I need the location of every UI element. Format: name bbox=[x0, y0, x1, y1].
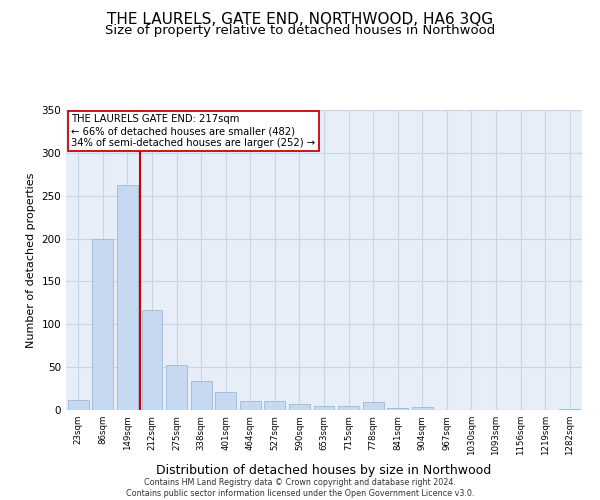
Bar bbox=[387, 408, 408, 410]
Text: THE LAURELS, GATE END, NORTHWOOD, HA6 3QG: THE LAURELS, GATE END, NORTHWOOD, HA6 3Q… bbox=[107, 12, 493, 28]
Bar bbox=[362, 402, 383, 410]
Text: Size of property relative to detached houses in Northwood: Size of property relative to detached ho… bbox=[105, 24, 495, 37]
Bar bbox=[314, 406, 334, 410]
Bar bbox=[215, 392, 236, 410]
Text: THE LAURELS GATE END: 217sqm
← 66% of detached houses are smaller (482)
34% of s: THE LAURELS GATE END: 217sqm ← 66% of de… bbox=[71, 114, 315, 148]
Bar bbox=[68, 400, 89, 410]
Bar bbox=[117, 186, 138, 410]
Bar bbox=[289, 404, 310, 410]
Bar bbox=[338, 406, 359, 410]
Bar bbox=[240, 402, 261, 410]
Text: Contains HM Land Registry data © Crown copyright and database right 2024.
Contai: Contains HM Land Registry data © Crown c… bbox=[126, 478, 474, 498]
Bar bbox=[412, 406, 433, 410]
Bar bbox=[166, 364, 187, 410]
Bar bbox=[92, 238, 113, 410]
X-axis label: Distribution of detached houses by size in Northwood: Distribution of detached houses by size … bbox=[157, 464, 491, 476]
Bar bbox=[559, 409, 580, 410]
Bar bbox=[142, 310, 163, 410]
Y-axis label: Number of detached properties: Number of detached properties bbox=[26, 172, 36, 348]
Bar bbox=[191, 381, 212, 410]
Bar bbox=[265, 402, 286, 410]
